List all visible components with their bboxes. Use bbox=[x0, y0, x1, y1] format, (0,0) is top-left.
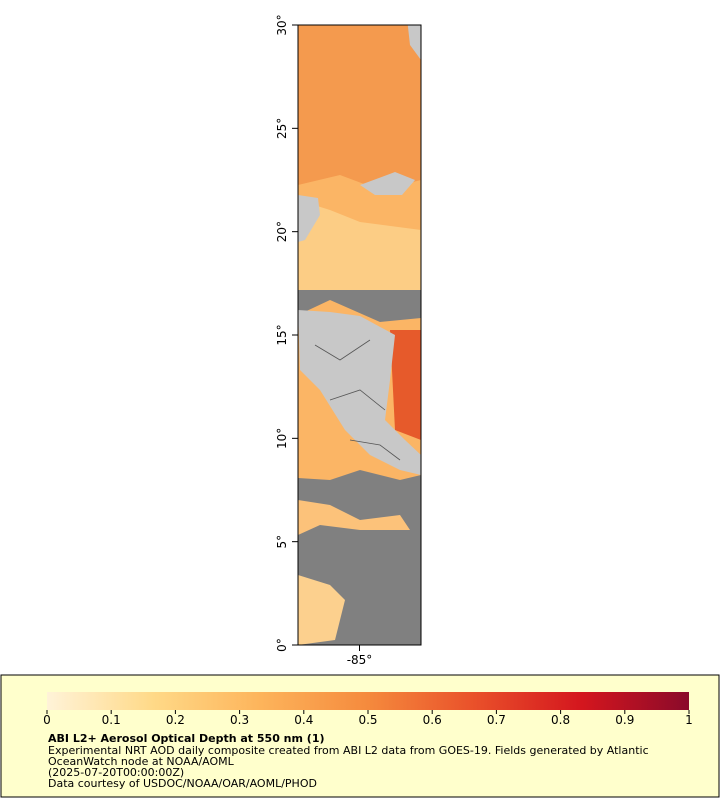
y-tick-label: 15° bbox=[275, 324, 289, 345]
colorbar-tick-label: 1 bbox=[685, 713, 693, 727]
map-raster bbox=[298, 25, 421, 645]
y-tick-label: 0° bbox=[275, 638, 289, 652]
colorbar bbox=[47, 692, 689, 710]
colorbar-tick-label: 0.3 bbox=[230, 713, 249, 727]
y-tick-label: 25° bbox=[275, 118, 289, 139]
colorbar-tick-label: 0 bbox=[43, 713, 51, 727]
colorbar-tick-label: 0.1 bbox=[102, 713, 121, 727]
colorbar-tick-label: 0.6 bbox=[423, 713, 442, 727]
legend-line: OceanWatch node at NOAA/AOML bbox=[48, 755, 235, 768]
legend-line: Data courtesy of USDOC/NOAA/OAR/AOML/PHO… bbox=[48, 777, 317, 790]
legend-title: ABI L2+ Aerosol Optical Depth at 550 nm … bbox=[48, 732, 325, 745]
x-tick-label: -85° bbox=[347, 653, 373, 667]
y-tick-label: 10° bbox=[275, 428, 289, 449]
colorbar-tick-label: 0.4 bbox=[294, 713, 313, 727]
y-tick-label: 20° bbox=[275, 221, 289, 242]
colorbar-tick-label: 0.8 bbox=[551, 713, 570, 727]
colorbar-tick-label: 0.2 bbox=[166, 713, 185, 727]
colorbar-tick-label: 0.5 bbox=[358, 713, 377, 727]
colorbar-tick-label: 0.9 bbox=[615, 713, 634, 727]
legend-line: Experimental NRT AOD daily composite cre… bbox=[48, 744, 649, 757]
legend-line: (2025-07-20T00:00:00Z) bbox=[48, 766, 184, 779]
y-tick-label: 5° bbox=[275, 535, 289, 549]
y-tick-label: 30° bbox=[275, 14, 289, 35]
colorbar-tick-label: 0.7 bbox=[487, 713, 506, 727]
